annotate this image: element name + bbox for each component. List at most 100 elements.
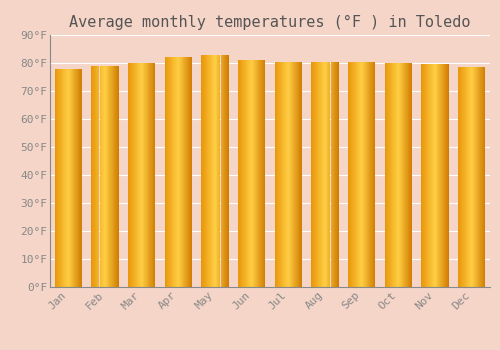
Bar bbox=[319, 62, 320, 287]
Bar bbox=[291, 62, 292, 287]
Bar bbox=[108, 66, 109, 287]
Bar bbox=[286, 62, 287, 287]
Bar bbox=[446, 64, 447, 287]
Bar bbox=[204, 55, 205, 287]
Bar bbox=[81, 69, 82, 287]
Bar bbox=[63, 69, 64, 287]
Bar bbox=[290, 62, 291, 287]
Bar bbox=[392, 63, 393, 287]
Bar bbox=[374, 62, 375, 287]
Bar bbox=[394, 63, 395, 287]
Bar bbox=[152, 63, 153, 287]
Bar bbox=[188, 57, 189, 287]
Bar bbox=[327, 62, 328, 287]
Bar bbox=[208, 55, 209, 287]
Bar bbox=[78, 69, 79, 287]
Bar bbox=[191, 57, 192, 287]
Bar bbox=[323, 62, 324, 287]
Bar bbox=[329, 62, 330, 287]
Bar bbox=[205, 55, 206, 287]
Bar bbox=[263, 60, 264, 287]
Bar bbox=[265, 60, 266, 287]
Bar bbox=[116, 66, 117, 287]
Bar bbox=[348, 62, 349, 287]
Bar bbox=[399, 63, 400, 287]
Bar bbox=[136, 63, 138, 287]
Bar bbox=[180, 57, 181, 287]
Bar bbox=[154, 63, 155, 287]
Bar bbox=[179, 57, 180, 287]
Bar bbox=[181, 57, 182, 287]
Bar bbox=[91, 66, 92, 287]
Bar bbox=[469, 67, 470, 287]
Bar bbox=[102, 66, 103, 287]
Bar bbox=[128, 63, 129, 287]
Bar bbox=[369, 62, 370, 287]
Bar bbox=[324, 62, 325, 287]
Bar bbox=[140, 63, 141, 287]
Bar bbox=[65, 69, 66, 287]
Bar bbox=[321, 62, 322, 287]
Bar bbox=[473, 67, 474, 287]
Bar bbox=[478, 67, 479, 287]
Bar bbox=[244, 60, 245, 287]
Bar bbox=[421, 64, 422, 287]
Bar bbox=[350, 62, 351, 287]
Bar bbox=[60, 69, 61, 287]
Bar bbox=[462, 67, 463, 287]
Bar bbox=[138, 63, 139, 287]
Bar bbox=[426, 64, 428, 287]
Bar bbox=[432, 64, 433, 287]
Bar bbox=[279, 62, 280, 287]
Bar bbox=[259, 60, 260, 287]
Bar bbox=[164, 57, 165, 287]
Bar bbox=[149, 63, 150, 287]
Bar bbox=[285, 62, 286, 287]
Bar bbox=[367, 62, 368, 287]
Bar bbox=[202, 55, 203, 287]
Bar bbox=[294, 62, 295, 287]
Bar bbox=[445, 64, 446, 287]
Bar bbox=[276, 62, 277, 287]
Bar bbox=[363, 62, 364, 287]
Bar bbox=[201, 55, 202, 287]
Bar bbox=[220, 55, 221, 287]
Bar bbox=[69, 69, 70, 287]
Bar bbox=[335, 62, 336, 287]
Bar bbox=[252, 60, 253, 287]
Bar bbox=[468, 67, 469, 287]
Bar bbox=[425, 64, 426, 287]
Bar bbox=[216, 55, 217, 287]
Bar bbox=[407, 63, 408, 287]
Bar bbox=[214, 55, 215, 287]
Bar bbox=[168, 57, 169, 287]
Bar bbox=[264, 60, 265, 287]
Bar bbox=[408, 63, 409, 287]
Bar bbox=[151, 63, 152, 287]
Bar bbox=[387, 63, 388, 287]
Bar bbox=[173, 57, 174, 287]
Bar bbox=[359, 62, 360, 287]
Bar bbox=[254, 60, 255, 287]
Bar bbox=[391, 63, 392, 287]
Bar bbox=[351, 62, 352, 287]
Bar bbox=[284, 62, 285, 287]
Bar bbox=[297, 62, 298, 287]
Bar bbox=[171, 57, 172, 287]
Bar bbox=[483, 67, 484, 287]
Bar bbox=[176, 57, 177, 287]
Bar bbox=[184, 57, 185, 287]
Bar bbox=[396, 63, 397, 287]
Bar bbox=[225, 55, 226, 287]
Bar bbox=[219, 55, 220, 287]
Bar bbox=[218, 55, 219, 287]
Bar bbox=[472, 67, 473, 287]
Bar bbox=[139, 63, 140, 287]
Bar bbox=[361, 62, 362, 287]
Bar bbox=[406, 63, 407, 287]
Bar bbox=[248, 60, 249, 287]
Bar bbox=[227, 55, 228, 287]
Bar bbox=[318, 62, 319, 287]
Bar bbox=[206, 55, 207, 287]
Bar bbox=[155, 63, 156, 287]
